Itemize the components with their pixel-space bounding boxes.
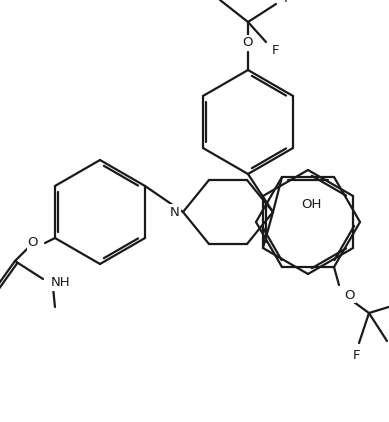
Text: F: F xyxy=(284,0,292,5)
Text: O: O xyxy=(28,236,38,249)
Text: N: N xyxy=(170,206,180,219)
Text: NH: NH xyxy=(51,276,71,289)
Text: F: F xyxy=(272,43,280,57)
Text: F: F xyxy=(204,0,212,2)
Text: O: O xyxy=(344,289,354,302)
Text: O: O xyxy=(243,36,253,49)
Text: OH: OH xyxy=(301,197,321,211)
Text: F: F xyxy=(353,349,361,362)
